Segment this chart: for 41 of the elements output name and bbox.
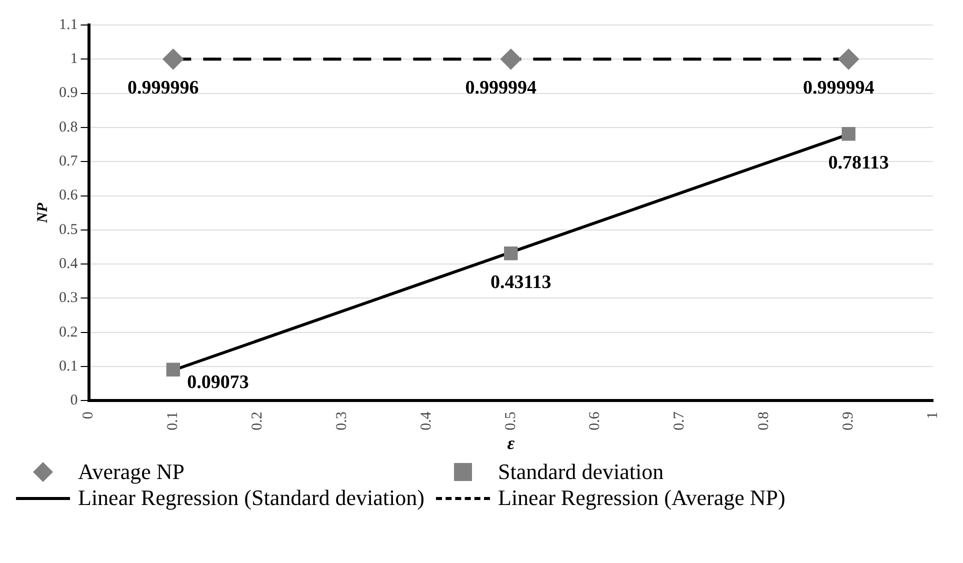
y-tick-label: 0.1 (59, 358, 78, 374)
data-label: 0.09073 (187, 372, 249, 394)
y-tick-label: 0.9 (59, 85, 78, 102)
y-tick-label: 0 (70, 392, 78, 409)
y-tick-label: 0.3 (59, 290, 78, 306)
x-tick-label: 0.6 (587, 411, 604, 430)
x-tick-label: 0.9 (840, 412, 857, 430)
point (162, 48, 184, 70)
y-tick-label: 0.6 (59, 188, 78, 204)
y-tick-label: 1 (70, 51, 78, 68)
y-tick-label: 0.5 (59, 222, 78, 238)
y-tick-label: 0.4 (59, 256, 78, 272)
x-tick-label: 0.7 (672, 411, 688, 430)
x-tick-label: 0.8 (756, 412, 772, 430)
y-tick-label: 0.7 (59, 154, 78, 170)
y-axis-title: NP (34, 202, 51, 224)
legend-label: Average NP (78, 459, 184, 485)
data-label: 0.43113 (490, 272, 552, 293)
y-tick-label: 1.1 (59, 16, 78, 33)
data-label: 0.999994 (465, 78, 537, 99)
x-tick-label: 0.1 (165, 412, 182, 430)
point (838, 48, 860, 70)
legend-label: Linear Regression (Standard deviation) (78, 485, 424, 511)
legend-label: Standard deviation (498, 459, 664, 485)
x-tick-label: 0.4 (418, 411, 434, 430)
x-tick-label: 0.3 (334, 412, 350, 430)
y-tick-label: 0.8 (59, 119, 78, 136)
legend-label: Linear Regression (Average NP) (498, 485, 786, 511)
point (504, 246, 518, 260)
x-axis-title: ε (507, 432, 516, 453)
x-tick-label: 0.2 (250, 412, 266, 430)
point (500, 48, 522, 70)
y-tick-label: 0.2 (59, 324, 78, 340)
x-tick-label: 0 (80, 412, 97, 420)
x-tick-label: 0.5 (502, 412, 519, 430)
data-label: 0.999996 (128, 78, 199, 99)
x-tick-label: 1 (924, 412, 941, 420)
point (166, 362, 180, 377)
data-label: 0.999994 (802, 78, 875, 99)
data-label: 0.78113 (828, 152, 889, 174)
point (842, 127, 856, 141)
